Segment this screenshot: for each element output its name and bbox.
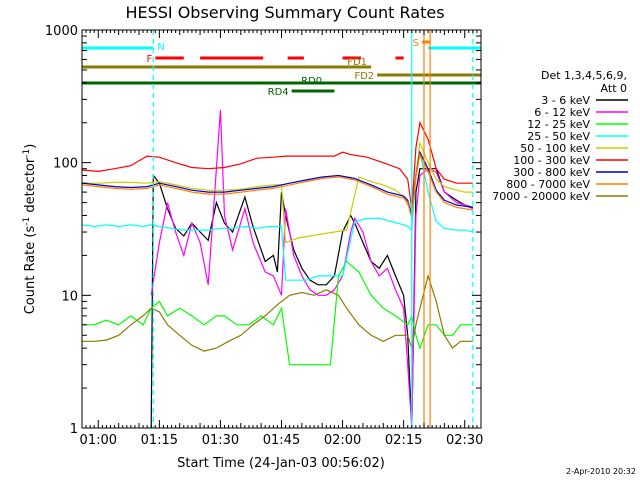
y-axis-label: Count Rate (s-1 detector-1) [22,144,38,315]
flag-label-n: N [157,42,164,53]
y-tick-label-10: 10 [61,289,78,304]
series-line-7 [81,152,473,219]
flag-label-f: F [147,54,153,65]
vertical-markers-group [152,30,474,428]
series-line-6 [81,150,473,216]
legend-label-0: 3 - 6 keV [541,94,590,107]
y-axis-label-sup-1: -1 [22,217,32,226]
x-tick-label-64: 02:00 [324,433,361,448]
series-line-4 [82,141,473,244]
y-axis-label-close: ) [23,144,38,149]
y-axis-label-sup-2: -1 [22,149,32,158]
chart-title: HESSI Observing Summary Count Rates [125,3,444,22]
y-tick-label-1000: 1000 [45,24,78,39]
axes-group: 1 10 100 1000 01:00 01:15 01:30 01:45 02:00 02:15… [45,24,484,448]
flag-bars-group: N S F FD1 FD2 RD0 RD4 [82,38,481,98]
flag-label-rd0: RD0 [301,76,322,87]
series-line-5 [81,120,473,209]
series-line-1 [150,109,474,429]
legend-label-6: 300 - 800 keV [513,166,590,179]
legend-header-line-2: Att 0 [601,82,627,95]
x-tick-label-4: 01:00 [80,433,117,448]
x-tick-label-79: 02:15 [385,433,422,448]
y-tick-label-1: 1 [70,422,78,437]
flag-label-fd2: FD2 [354,71,374,82]
series-line-8 [82,273,473,352]
y-tick-label-100: 100 [53,157,78,172]
legend-label-4: 50 - 100 keV [520,142,590,155]
footer-timestamp: 2-Apr-2010 20:32 [566,467,636,476]
x-axis-label: Start Time (24-Jan-03 00:56:02) [177,456,385,471]
plot-series-group [81,109,474,429]
flag-label-fd1: FD1 [347,57,367,68]
legend-label-8: 7000 - 20000 keV [492,190,590,203]
flag-label-rd4: RD4 [268,87,289,98]
legend-label-2: 12 - 25 keV [527,118,590,131]
legend-label-7: 800 - 7000 keV [506,178,590,191]
series-line-2 [82,260,473,366]
x-tick-label-49: 01:45 [263,433,300,448]
y-axis-label-part-2: detector [23,157,38,217]
x-tick-label-19: 01:15 [141,433,178,448]
legend-header-line-1: Det 1,3,4,5,6,9, [541,69,627,82]
legend-label-1: 6 - 12 keV [534,106,590,119]
legend-label-3: 25 - 50 keV [527,130,590,143]
flag-label-s: S [413,38,419,49]
legend-label-5: 100 - 300 keV [513,154,590,167]
x-tick-label-94: 02:30 [446,433,483,448]
y-axis-label-part-1: Count Rate (s [23,226,38,315]
x-tick-label-34: 01:30 [202,433,239,448]
